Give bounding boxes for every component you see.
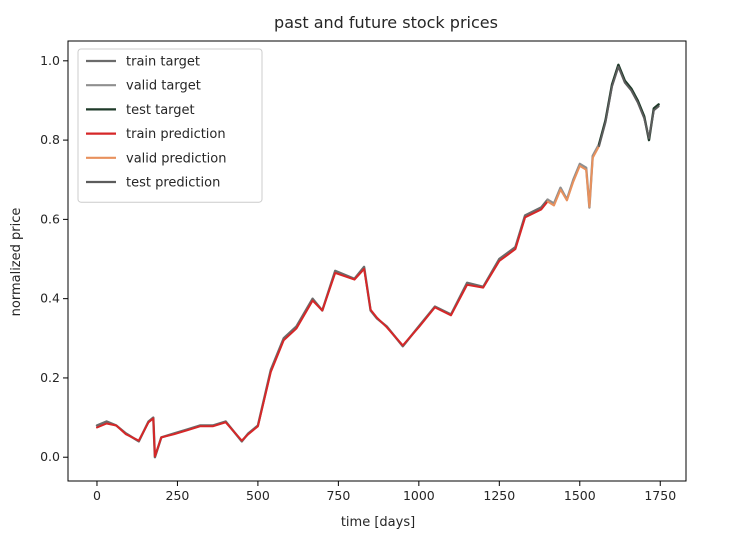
legend-label: test target	[126, 103, 195, 118]
x-tick-label: 1750	[644, 488, 676, 503]
y-axis-label: normalized price	[9, 208, 24, 317]
legend-label: valid target	[126, 79, 201, 94]
legend-label: train target	[126, 55, 200, 70]
x-tick-label: 1500	[564, 488, 596, 503]
x-tick-label: 250	[166, 488, 190, 503]
x-axis-label: time [days]	[341, 515, 415, 530]
series-line-5	[546, 145, 601, 208]
x-tick-label: 1250	[483, 488, 515, 503]
y-tick-label: 0.4	[40, 291, 60, 306]
x-tick-label: 1000	[403, 488, 435, 503]
legend: train target valid target test target train…	[77, 48, 263, 203]
legend-label: valid prediction	[126, 151, 227, 166]
y-tick-label: 0.6	[40, 211, 60, 226]
y-tick-label: 1.0	[40, 53, 60, 68]
chart-title: past and future stock prices	[274, 13, 498, 32]
series-line-6	[598, 65, 660, 147]
legend-box	[77, 48, 263, 203]
y-tick-label: 0.0	[40, 449, 60, 464]
legend-label: test prediction	[126, 176, 220, 191]
series-line-4	[96, 200, 549, 458]
x-tick-label: 750	[326, 488, 350, 503]
x-tick-label: 0	[93, 488, 101, 503]
legend-label: train prediction	[126, 127, 226, 142]
y-tick-label: 0.2	[40, 370, 60, 385]
x-tick-label: 500	[246, 488, 270, 503]
y-tick-label: 0.8	[40, 132, 60, 147]
